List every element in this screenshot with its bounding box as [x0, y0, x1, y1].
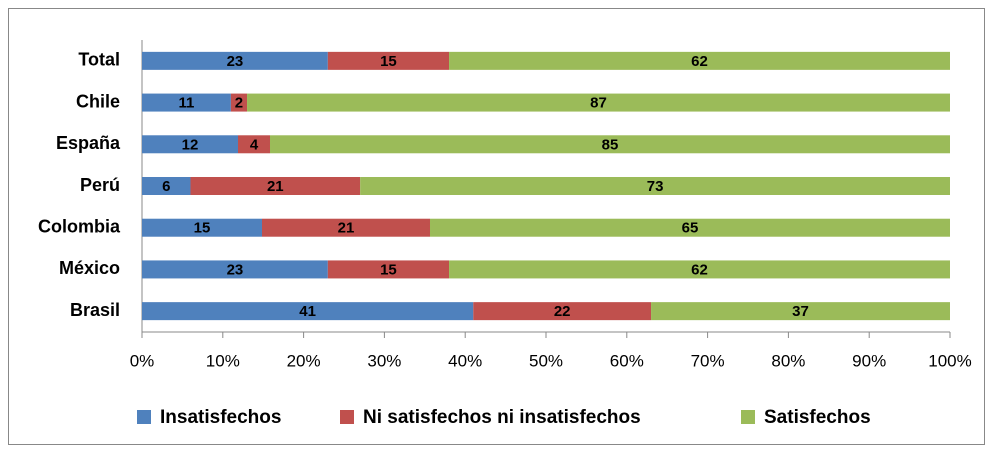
legend-swatch — [741, 410, 755, 424]
data-label: 22 — [554, 303, 571, 320]
bar-segment — [360, 177, 950, 195]
x-tick-label: 90% — [852, 351, 886, 370]
y-tick-label: Perú — [80, 175, 120, 195]
bar-segment — [238, 135, 270, 154]
legend-label: Insatisfechos — [160, 407, 281, 428]
y-tick-label: Brasil — [70, 300, 120, 320]
data-label: 37 — [792, 303, 809, 320]
legend-label: Satisfechos — [764, 407, 871, 428]
x-tick-label: 80% — [771, 351, 805, 370]
x-tick-label: 30% — [367, 351, 401, 370]
data-label: 87 — [590, 95, 607, 112]
x-tick-label: 0% — [130, 351, 155, 370]
bar-segment — [262, 218, 430, 237]
legend-label: Ni satisfechos ni insatisfechos — [363, 407, 641, 428]
bar-segment — [327, 260, 450, 279]
x-tick-label: 10% — [206, 351, 240, 370]
bar-segment — [230, 93, 248, 112]
bar-segment — [142, 135, 238, 154]
y-tick-label: Total — [78, 50, 120, 70]
x-tick-label: 50% — [529, 351, 563, 370]
legend-swatch — [340, 410, 354, 424]
legend-swatch — [137, 410, 151, 424]
bar-segment — [190, 177, 361, 195]
data-label: 23 — [227, 53, 244, 70]
data-label: 11 — [179, 95, 195, 112]
x-tick-label: 100% — [928, 351, 971, 370]
bar-segment — [449, 51, 950, 70]
data-label: 2 — [235, 95, 243, 112]
y-tick-label: Chile — [76, 91, 120, 111]
bar-segment — [142, 260, 328, 279]
data-label: 21 — [267, 178, 284, 195]
y-tick-label: México — [59, 258, 120, 278]
data-label: 62 — [691, 53, 708, 70]
bar-segment — [651, 302, 950, 321]
bar-segment — [473, 302, 652, 321]
data-label: 23 — [227, 261, 244, 278]
data-label: 6 — [162, 178, 170, 195]
bar-segment — [142, 177, 191, 195]
x-tick-label: 20% — [287, 351, 321, 370]
data-label: 73 — [647, 178, 664, 195]
bar-segment — [142, 302, 474, 321]
bar-segment — [247, 93, 951, 112]
data-label: 41 — [299, 303, 316, 320]
bar-segment — [142, 93, 231, 112]
data-label: 15 — [380, 261, 397, 278]
bar-segment — [327, 51, 450, 70]
bar-segment — [142, 51, 328, 70]
data-label: 12 — [182, 136, 199, 153]
data-label: 15 — [380, 53, 397, 70]
data-label: 85 — [602, 136, 619, 153]
y-tick-label: España — [56, 133, 121, 153]
data-label: 15 — [194, 220, 211, 237]
data-label: 21 — [338, 220, 355, 237]
bar-segment — [449, 260, 950, 279]
bar-segment — [142, 218, 262, 237]
x-tick-label: 60% — [610, 351, 644, 370]
bar-segment — [270, 135, 950, 154]
x-tick-label: 40% — [448, 351, 482, 370]
x-tick-label: 70% — [691, 351, 725, 370]
bar-segment — [430, 218, 950, 237]
data-label: 65 — [682, 220, 699, 237]
data-label: 4 — [250, 136, 259, 153]
data-label: 62 — [691, 261, 708, 278]
y-tick-label: Colombia — [38, 216, 121, 236]
